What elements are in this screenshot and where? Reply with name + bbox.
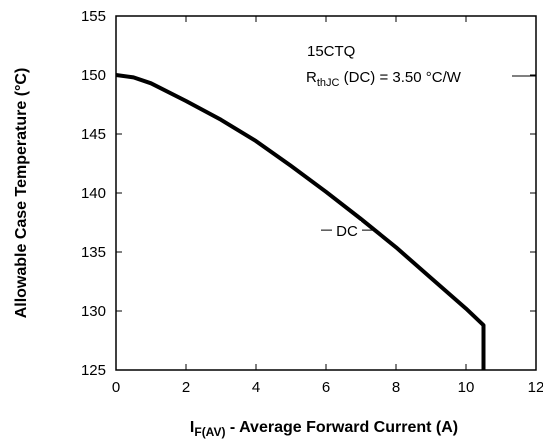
y-tick-label: 145 — [81, 126, 106, 143]
x-tick-label: 0 — [112, 379, 120, 396]
x-tick-label: 12 — [528, 379, 543, 396]
device-label: 15CTQ — [307, 43, 355, 60]
y-tick-label: 130 — [81, 303, 106, 320]
y-tick-label: 150 — [81, 67, 106, 84]
x-tick-label: 6 — [322, 379, 330, 396]
y-axis-label: Allowable Case Temperature (°C) — [13, 68, 30, 319]
y-tick-label: 140 — [81, 185, 106, 202]
x-tick-label: 4 — [252, 379, 260, 396]
x-axis-label: IF(AV) - Average Forward Current (A) — [190, 419, 458, 439]
series-line-dc — [115, 73, 486, 370]
x-tick-label: 2 — [182, 379, 190, 396]
y-tick-labels: 125 130 135 140 145 150 155 — [81, 8, 106, 379]
series-label-dc: DC — [336, 223, 358, 240]
x-tick-label: 10 — [458, 379, 475, 396]
axis-ticks — [115, 15, 537, 371]
y-tick-label: 125 — [81, 362, 106, 379]
dc-label-background — [333, 221, 361, 240]
y-tick-label: 155 — [81, 8, 106, 25]
series-layer — [115, 73, 486, 370]
x-tick-labels: 0 2 4 6 8 10 12 — [112, 379, 543, 396]
x-tick-label: 8 — [392, 379, 400, 396]
y-tick-label: 135 — [81, 244, 106, 261]
rth-label: RthJC (DC) = 3.50 °C/W — [306, 69, 462, 89]
